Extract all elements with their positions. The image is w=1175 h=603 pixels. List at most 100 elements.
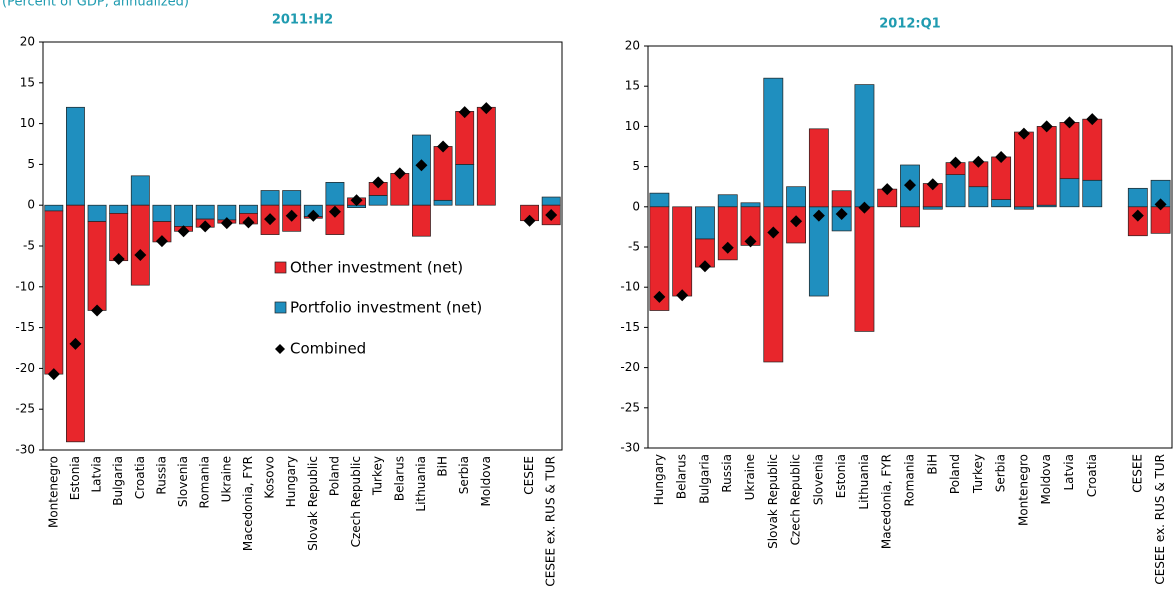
x-tick-label: Turkey bbox=[971, 454, 985, 494]
bar-segment bbox=[455, 111, 475, 165]
bar-segment bbox=[786, 186, 807, 208]
combined-marker bbox=[545, 208, 558, 221]
x-tick-label: Ukraine bbox=[219, 456, 233, 502]
bar-segment bbox=[282, 190, 302, 206]
combined-marker bbox=[307, 209, 320, 222]
y-tick-label: 5 bbox=[632, 159, 640, 173]
combined-marker bbox=[1131, 209, 1144, 222]
x-tick-label: Hungary bbox=[284, 456, 298, 507]
combined-marker bbox=[790, 215, 803, 228]
bar-segment bbox=[109, 204, 129, 214]
y-tick-label: 0 bbox=[632, 199, 640, 213]
bar-segment bbox=[87, 204, 107, 222]
x-tick-label: Romania bbox=[903, 454, 917, 506]
x-tick-label: Estonia bbox=[68, 456, 82, 500]
bar-segment bbox=[808, 128, 829, 208]
legend-label: Other investment (net) bbox=[290, 259, 463, 277]
bar-segment bbox=[152, 204, 172, 222]
bar-segment bbox=[433, 199, 453, 206]
bar-segment bbox=[1059, 122, 1080, 180]
x-tick-label: BiH bbox=[436, 456, 450, 477]
y-tick-label: -20 bbox=[620, 360, 640, 374]
combined-marker bbox=[47, 368, 60, 381]
bar-segment bbox=[922, 206, 943, 210]
y-tick-label: 0 bbox=[27, 198, 35, 212]
bar-segment bbox=[649, 192, 670, 208]
bar-segment bbox=[1127, 187, 1148, 208]
combined-marker bbox=[1086, 113, 1099, 126]
combined-marker bbox=[372, 176, 385, 189]
y-tick-label: -10 bbox=[620, 280, 640, 294]
x-tick-label: Poland bbox=[948, 454, 962, 494]
x-tick-label: Estonia bbox=[834, 454, 848, 498]
x-tick-label: Lithuania bbox=[857, 454, 871, 510]
x-tick-label: Moldova bbox=[1039, 454, 1053, 504]
bar-segment bbox=[900, 206, 920, 228]
y-tick-label: 20 bbox=[625, 39, 640, 53]
x-tick-label: Ukraine bbox=[743, 454, 757, 500]
bar-segment bbox=[695, 206, 715, 240]
x-tick-label: Slovak Republic bbox=[306, 456, 320, 551]
bar-segment bbox=[649, 206, 670, 311]
x-tick-label: Moldova bbox=[479, 456, 493, 506]
y-tick-label: -5 bbox=[23, 239, 35, 253]
bar-segment bbox=[433, 146, 453, 201]
legend-marker bbox=[275, 344, 285, 354]
bar-segment bbox=[968, 186, 989, 208]
chart-title: 2011:H2 bbox=[272, 13, 333, 28]
bar-segment bbox=[854, 206, 875, 332]
chart-subtitle: (Percent of GDP, annualized) bbox=[2, 0, 189, 10]
x-tick-label: Romania bbox=[198, 456, 212, 508]
y-tick-label: 15 bbox=[20, 75, 35, 89]
bar-segment bbox=[672, 206, 693, 297]
x-tick-label: Czech Republic bbox=[789, 454, 803, 545]
legend-label: Combined bbox=[290, 340, 366, 358]
x-tick-label: Croatia bbox=[133, 456, 147, 499]
combined-marker bbox=[242, 216, 255, 229]
combined-marker bbox=[812, 209, 825, 222]
bar-segment bbox=[945, 174, 966, 208]
bar-segment bbox=[1013, 131, 1034, 208]
x-tick-label: Bulgaria bbox=[697, 454, 711, 504]
bar-segment bbox=[130, 204, 150, 286]
bar-segment bbox=[174, 204, 193, 227]
combined-marker bbox=[415, 159, 428, 172]
x-tick-label: Macedonia, FYR bbox=[880, 454, 894, 549]
x-tick-label: Russia bbox=[720, 454, 734, 493]
bar-segment bbox=[44, 210, 64, 375]
combined-marker bbox=[767, 226, 780, 239]
bar-segment bbox=[1013, 206, 1034, 210]
bar-segment bbox=[66, 204, 85, 443]
x-tick-label: CESEE bbox=[522, 456, 536, 495]
combined-marker bbox=[328, 205, 341, 218]
combined-marker bbox=[458, 106, 471, 119]
x-tick-label: Hungary bbox=[652, 454, 666, 505]
y-tick-label: -25 bbox=[15, 402, 35, 416]
x-tick-label: Czech Republic bbox=[349, 456, 363, 547]
bar-segment bbox=[130, 175, 150, 206]
x-tick-label: Slovak Republic bbox=[766, 454, 780, 549]
combined-marker bbox=[995, 150, 1008, 163]
combined-marker bbox=[350, 194, 363, 207]
x-tick-label: Turkey bbox=[371, 456, 385, 496]
combined-marker bbox=[744, 235, 757, 248]
x-tick-label: Croatia bbox=[1085, 454, 1099, 497]
x-tick-label: CESEE bbox=[1130, 454, 1144, 493]
y-tick-label: -20 bbox=[15, 361, 35, 375]
bar-segment bbox=[195, 204, 215, 220]
combined-marker bbox=[1154, 198, 1167, 211]
combined-marker bbox=[1040, 120, 1053, 133]
combined-marker bbox=[972, 155, 985, 168]
bar-segment bbox=[854, 84, 875, 208]
combined-marker bbox=[1063, 116, 1076, 129]
combined-marker bbox=[881, 183, 894, 196]
combined-marker bbox=[653, 290, 666, 303]
bar-segment bbox=[44, 204, 64, 212]
y-tick-label: -30 bbox=[620, 441, 640, 455]
combined-marker bbox=[721, 241, 734, 254]
y-tick-label: -5 bbox=[628, 240, 640, 254]
x-tick-label: Slovenia bbox=[176, 456, 190, 507]
bar-segment bbox=[239, 204, 258, 214]
combined-marker bbox=[437, 140, 450, 153]
